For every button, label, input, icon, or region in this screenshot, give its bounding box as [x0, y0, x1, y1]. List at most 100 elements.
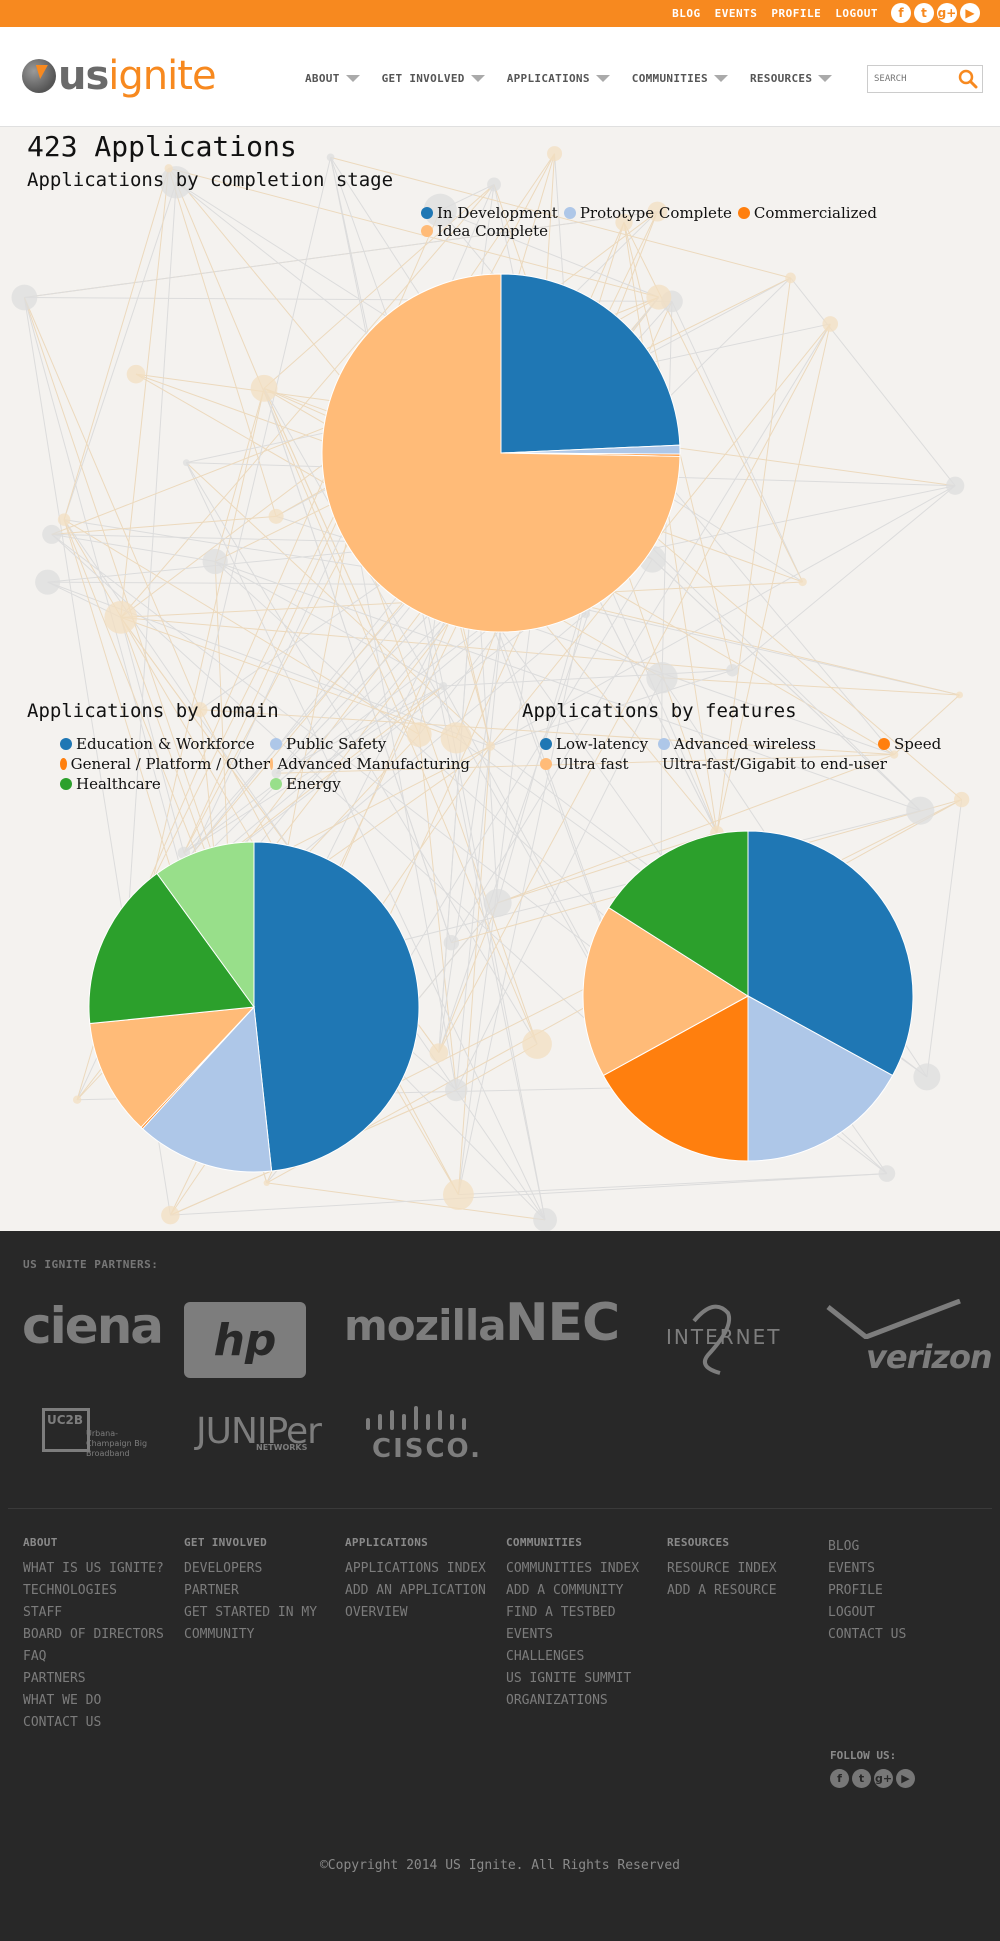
legend-item-prototype-complete[interactable]: Prototype Complete — [563, 204, 732, 222]
pie-slice-advanced-manufacturing[interactable] — [89, 1006, 256, 1128]
cisco-logo[interactable]: CISCO. — [372, 1434, 482, 1464]
pie-slice-public-safety[interactable] — [141, 1005, 273, 1173]
footer-link[interactable]: WHAT WE DO — [23, 1693, 102, 1708]
nec-logo[interactable]: NEC — [505, 1293, 620, 1353]
legend-item-education-workforce[interactable]: Education & Workforce — [60, 735, 270, 753]
footer-link[interactable]: CHALLENGES — [506, 1649, 585, 1664]
us-ignite-logo[interactable]: us ignite — [22, 53, 217, 99]
legend-item-commercialized[interactable]: Commercialized — [737, 204, 877, 222]
footer-link[interactable]: PARTNER — [184, 1583, 239, 1598]
footer-link[interactable]: ADD A RESOURCE — [667, 1583, 777, 1598]
top-link-logout[interactable]: LOGOUT — [835, 7, 878, 20]
legend-item-ultra-fast[interactable]: Ultra fast — [540, 755, 658, 773]
legend-item-low-latency[interactable]: Low-latency — [540, 735, 658, 753]
legend-dot-icon — [421, 207, 433, 219]
juniper-networks-label: NETWORKS — [256, 1443, 308, 1452]
footer-link[interactable]: PROFILE — [828, 1583, 883, 1598]
site-footer: US IGNITE PARTNERS: ciena hp mozilla NEC… — [0, 1231, 1000, 1941]
twitter-icon[interactable]: t — [914, 3, 934, 23]
legend-dot-icon — [60, 738, 72, 750]
legend-dot-icon — [270, 778, 282, 790]
top-link-events[interactable]: EVENTS — [714, 7, 758, 20]
verizon-logo[interactable]: verizon — [866, 1338, 993, 1376]
footer-link[interactable]: COMMUNITIES INDEX — [506, 1561, 640, 1576]
footer-link[interactable]: EVENTS — [828, 1561, 875, 1576]
juniper-logo[interactable]: JUNIPer — [196, 1411, 322, 1452]
logo-us-text: us — [58, 53, 109, 99]
footer-link[interactable]: APPLICATIONS INDEX — [345, 1561, 486, 1576]
footer-link[interactable]: WHAT IS US IGNITE? — [23, 1561, 164, 1576]
legend-item-idea-complete[interactable]: Idea Complete — [421, 222, 548, 240]
footer-link[interactable]: BOARD OF DIRECTORS — [23, 1627, 164, 1642]
pie-slice-advanced-wireless[interactable] — [747, 995, 894, 1162]
legend-item-healthcare[interactable]: Healthcare — [60, 775, 270, 793]
legend-item-general-platform-other[interactable]: General / Platform / Other — [60, 755, 270, 773]
footer-link[interactable]: OVERVIEW — [345, 1605, 408, 1620]
pie-slice-idea-complete[interactable] — [321, 273, 681, 633]
nav-about[interactable]: ABOUT — [305, 72, 360, 85]
footer-link[interactable]: LOGOUT — [828, 1605, 875, 1620]
legend-item-in-development[interactable]: In Development — [421, 204, 558, 222]
legend-item-energy[interactable]: Energy — [270, 775, 470, 793]
google-plus-icon[interactable]: g+ — [874, 1769, 893, 1788]
nav-communities[interactable]: COMMUNITIES — [632, 72, 728, 85]
mozilla-logo[interactable]: mozilla — [344, 1301, 507, 1350]
pie-slice-in-development[interactable] — [500, 273, 681, 454]
legend-item-ultra-fast-gigabit-to-end-user[interactable]: Ultra-fast/Gigabit to end-user — [658, 755, 887, 773]
hp-logo[interactable]: hp — [184, 1302, 306, 1378]
footer-link[interactable]: US IGNITE SUMMIT — [506, 1671, 632, 1686]
nav-applications[interactable]: APPLICATIONS — [507, 72, 610, 85]
footer-link[interactable]: RESOURCE INDEX — [667, 1561, 777, 1576]
footer-col-communities: COMMUNITIES COMMUNITIES INDEX ADD A COMM… — [506, 1536, 639, 1712]
pie-slice-speed[interactable] — [602, 995, 749, 1162]
footer-link[interactable]: TECHNOLOGIES — [23, 1583, 117, 1598]
footer-col-applications: APPLICATIONS APPLICATIONS INDEX ADD AN A… — [345, 1536, 486, 1624]
footer-link[interactable]: BLOG — [828, 1539, 860, 1554]
footer-link[interactable]: FAQ — [23, 1649, 47, 1664]
features-legend: Low-latency Advanced wireless Speed Ultra f… — [540, 735, 980, 773]
footer-link[interactable]: EVENTS — [506, 1627, 553, 1642]
top-link-blog[interactable]: BLOG — [672, 7, 701, 20]
search-icon[interactable] — [958, 69, 978, 89]
facebook-icon[interactable]: f — [891, 3, 911, 23]
ciena-logo[interactable]: ciena — [22, 1297, 164, 1355]
footer-link[interactable]: COMMUNITY — [184, 1627, 255, 1642]
footer-link[interactable]: CONTACT US — [23, 1715, 102, 1730]
footer-link[interactable]: ADD AN APPLICATION — [345, 1583, 486, 1598]
pie-slice-ultra-fast[interactable] — [582, 906, 749, 1077]
nav-get-involved[interactable]: GET INVOLVED — [382, 72, 485, 85]
legend-item-advanced-manufacturing[interactable]: Advanced Manufacturing — [270, 755, 470, 773]
chevron-down-icon — [470, 75, 485, 82]
footer-link[interactable]: PARTNERS — [23, 1671, 86, 1686]
footer-link[interactable]: CONTACT US — [828, 1627, 907, 1642]
legend-item-advanced-wireless[interactable]: Advanced wireless — [658, 735, 878, 753]
uc2b-logo: UC2B — [47, 1413, 84, 1427]
footer-link[interactable]: ADD A COMMUNITY — [506, 1583, 624, 1598]
legend-item-speed[interactable]: Speed — [878, 735, 978, 753]
nav-resources[interactable]: RESOURCES — [750, 72, 833, 85]
domain-chart-title: Applications by domain — [27, 700, 279, 722]
main-nav: ABOUT GET INVOLVED APPLICATIONS COMMUNIT… — [305, 72, 833, 85]
pie-slice-healthcare[interactable] — [88, 872, 255, 1025]
site-header: us ignite ABOUT GET INVOLVED APPLICATION… — [0, 27, 1000, 127]
pie-slice-energy[interactable] — [156, 841, 255, 1009]
pie-slice-low-latency[interactable] — [747, 830, 914, 1077]
legend-item-public-safety[interactable]: Public Safety — [270, 735, 470, 753]
footer-link[interactable]: FIND A TESTBED — [506, 1605, 616, 1620]
youtube-icon[interactable]: ▶ — [896, 1769, 915, 1788]
youtube-icon[interactable]: ▶ — [960, 3, 980, 23]
footer-link[interactable]: GET STARTED IN MY — [184, 1605, 318, 1620]
facebook-icon[interactable]: f — [830, 1769, 849, 1788]
pie-slice-education-workforce[interactable] — [253, 841, 420, 1172]
top-link-profile[interactable]: PROFILE — [771, 7, 822, 20]
footer-link[interactable]: ORGANIZATIONS — [506, 1693, 608, 1708]
footer-link[interactable]: STAFF — [23, 1605, 63, 1620]
twitter-icon[interactable]: t — [852, 1769, 871, 1788]
pie-slice-ultra-fast-gigabit-to-end-user[interactable] — [607, 830, 749, 997]
legend-label: Ultra-fast/Gigabit to end-user — [662, 755, 887, 773]
search-input[interactable] — [868, 66, 948, 92]
footer-link[interactable]: DEVELOPERS — [184, 1561, 263, 1576]
uc2b-logo-box[interactable]: UC2B — [42, 1408, 90, 1452]
legend-dot-icon — [878, 738, 890, 750]
google-plus-icon[interactable]: g+ — [937, 3, 957, 23]
